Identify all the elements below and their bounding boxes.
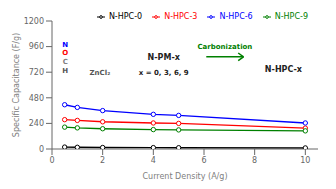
svg-text:2: 2 [100, 156, 105, 165]
svg-text:N: N [62, 41, 68, 49]
svg-text:O: O [62, 49, 68, 57]
html-text:N-HPC-3: N-HPC-3 [164, 12, 198, 21]
svg-text:N-PM-x: N-PM-x [148, 53, 181, 62]
svg-text:Current Density (A/g): Current Density (A/g) [142, 172, 227, 181]
svg-text:1200: 1200 [24, 17, 44, 26]
html-text:N-HPC-0: N-HPC-0 [108, 12, 143, 21]
svg-text:480: 480 [29, 94, 44, 103]
svg-text:Carbonization: Carbonization [197, 43, 252, 51]
svg-text:H: H [62, 67, 68, 75]
svg-text:8: 8 [252, 156, 257, 165]
html-text:N-HPC-9: N-HPC-9 [274, 12, 308, 21]
svg-text:960: 960 [29, 42, 44, 51]
svg-text:4: 4 [151, 156, 156, 165]
svg-text:x = 0, 3, 6, 9: x = 0, 3, 6, 9 [139, 69, 189, 77]
html-text:N-HPC-6: N-HPC-6 [219, 12, 253, 21]
svg-text:0: 0 [39, 145, 44, 154]
svg-text:240: 240 [29, 119, 44, 128]
svg-text:C: C [63, 58, 68, 66]
svg-text:6: 6 [201, 156, 206, 165]
svg-text:ZnCl₂: ZnCl₂ [90, 69, 111, 77]
svg-text:N-HPC-x: N-HPC-x [265, 65, 303, 74]
svg-text:720: 720 [29, 68, 44, 77]
svg-text:0: 0 [49, 156, 54, 165]
svg-text:Specific Capacitance (F/g): Specific Capacitance (F/g) [12, 33, 21, 137]
svg-text:10: 10 [300, 156, 310, 165]
